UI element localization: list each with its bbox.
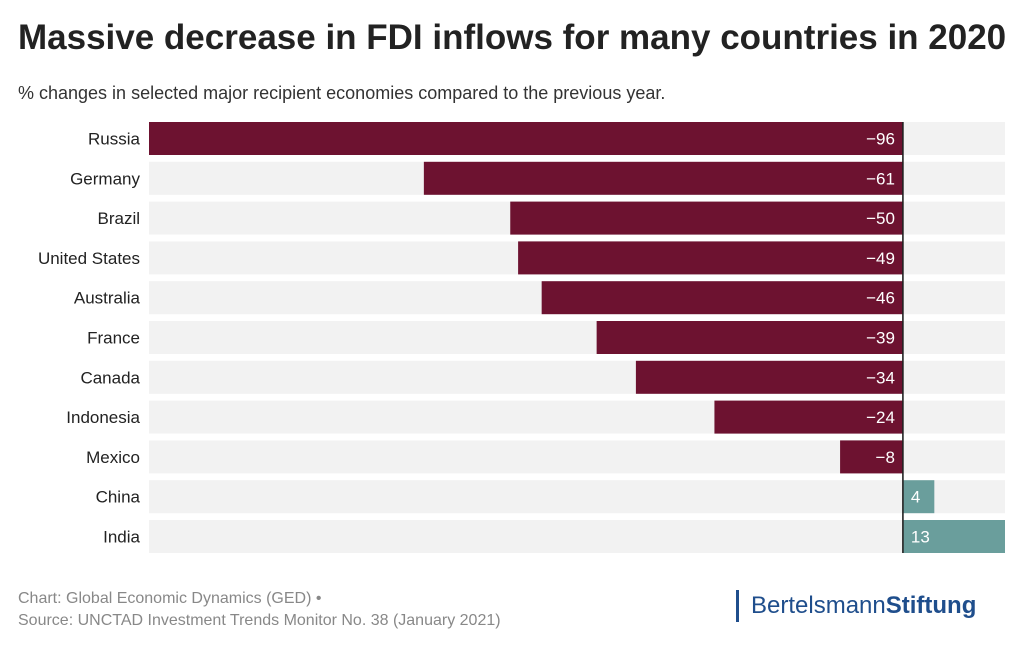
category-label-china: China (96, 488, 141, 507)
value-label-mexico: −8 (876, 448, 895, 467)
category-label-australia: Australia (74, 289, 141, 308)
bar-united-states (518, 241, 903, 275)
chart-subtitle: % changes in selected major recipient ec… (18, 83, 666, 103)
value-label-australia: −46 (866, 289, 895, 308)
category-label-france: France (87, 329, 140, 348)
bar-india (902, 520, 1005, 553)
category-label-mexico: Mexico (86, 448, 140, 467)
value-label-china: 4 (911, 488, 920, 507)
value-label-canada: −34 (866, 368, 895, 387)
value-label-indonesia: −24 (866, 408, 895, 427)
value-label-united-states: −49 (866, 249, 895, 268)
footer-credit: Chart: Global Economic Dynamics (GED) • … (18, 588, 501, 632)
source-note: Source: UNCTAD Investment Trends Monitor… (18, 612, 501, 629)
value-label-france: −39 (866, 329, 895, 348)
category-label-canada: Canada (80, 368, 140, 387)
category-label-germany: Germany (70, 169, 140, 188)
value-label-brazil: −50 (866, 209, 895, 228)
bar-australia (541, 281, 903, 315)
category-label-russia: Russia (88, 130, 141, 149)
bar-track-india (149, 520, 1005, 553)
bar-mexico (840, 440, 903, 474)
category-label-brazil: Brazil (97, 209, 140, 228)
value-label-germany: −61 (866, 169, 895, 188)
category-label-united-states: United States (38, 249, 140, 268)
bar-germany (423, 161, 903, 195)
bar-brazil (510, 201, 903, 235)
chart-title: Massive decrease in FDI inflows for many… (18, 18, 1007, 57)
bar-france (596, 321, 903, 354)
bar-russia (149, 122, 903, 155)
brand-name-part2: Stiftung (885, 592, 977, 619)
bar-china (902, 480, 935, 514)
category-label-indonesia: Indonesia (66, 408, 140, 427)
category-label-india: India (103, 528, 140, 547)
value-label-russia: −96 (866, 130, 895, 149)
bar-canada (635, 360, 903, 394)
value-label-india: 13 (911, 528, 930, 547)
bar-track-china (149, 480, 1005, 514)
brand-name-part1: Bertelsmann (751, 592, 886, 619)
chart-credit: Chart: Global Economic Dynamics (GED) • (18, 590, 322, 607)
bertelsmann-stiftung-logo: BertelsmannStiftung (736, 590, 976, 622)
bar-indonesia (714, 400, 903, 434)
